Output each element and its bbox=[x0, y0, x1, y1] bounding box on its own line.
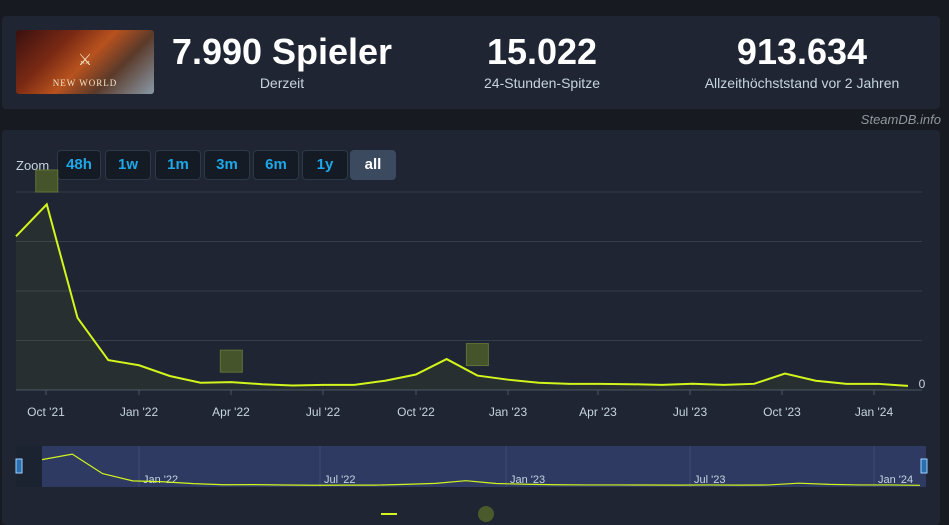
zoom-label: Zoom bbox=[16, 158, 50, 173]
navigator-right-handle[interactable] bbox=[920, 458, 928, 474]
game-logo-text: NEW WORLD bbox=[52, 78, 118, 88]
peak-24h-value: 15.022 bbox=[486, 31, 598, 72]
zoom-1y-button[interactable]: 1y bbox=[302, 150, 348, 180]
navigator-left-handle[interactable] bbox=[15, 458, 23, 474]
zoom-6m-button[interactable]: 6m bbox=[253, 150, 299, 180]
zoom-1w-button[interactable]: 1w bbox=[105, 150, 151, 180]
navigator: Jan '22 Jul '22 Jan '23 Jul '23 Jan '24 bbox=[15, 446, 928, 487]
peak-24h-label: 24-Stunden-Spitze bbox=[484, 75, 600, 91]
navigator-selection bbox=[42, 446, 875, 487]
y-tick-label: 0 bbox=[919, 377, 926, 391]
current-players-stat: 7.990 Spieler Derzeit bbox=[162, 31, 402, 92]
current-players-label: Derzeit bbox=[259, 75, 305, 91]
event-marker bbox=[35, 169, 59, 193]
navigator-tick-label: Jul '23 bbox=[694, 474, 725, 486]
navigator-tick-label: Jan '24 bbox=[878, 474, 913, 486]
navigator-selection-right bbox=[875, 446, 926, 487]
event-marker bbox=[465, 343, 489, 367]
navigator-tick-label: Jul '22 bbox=[324, 474, 355, 486]
all-time-peak-label: Allzeithöchststand vor 2 Jahren bbox=[704, 75, 900, 91]
x-tick-label: Apr '23 bbox=[579, 405, 617, 419]
x-tick-label: Oct '22 bbox=[397, 405, 435, 419]
event-marker bbox=[219, 349, 243, 373]
navigator-tick-label: Jan '23 bbox=[510, 474, 545, 486]
player-area bbox=[16, 204, 908, 390]
all-time-peak-value: 913.634 bbox=[736, 31, 868, 72]
all-time-peak-stat: 913.634 Allzeithöchststand vor 2 Jahren bbox=[682, 31, 922, 92]
x-tick-label: Jan '24 bbox=[855, 405, 894, 419]
navigator-line bbox=[41, 453, 921, 486]
navigator-tick-label: Jan '22 bbox=[143, 474, 178, 486]
x-tick-label: Jan '22 bbox=[120, 405, 159, 419]
player-line bbox=[15, 202, 909, 387]
stats-header: ⚔ NEW WORLD 7.990 Spieler Derzeit 15.022… bbox=[2, 16, 940, 109]
zoom-3m-button[interactable]: 3m bbox=[204, 150, 250, 180]
game-image[interactable]: ⚔ NEW WORLD bbox=[16, 30, 154, 94]
x-tick-label: Jul '22 bbox=[306, 405, 341, 419]
zoom-1m-button[interactable]: 1m bbox=[155, 150, 201, 180]
peak-24h-stat: 15.022 24-Stunden-Spitze bbox=[452, 31, 632, 92]
steamdb-watermark[interactable]: SteamDB.info bbox=[860, 112, 941, 127]
x-tick-label: Apr '22 bbox=[212, 405, 250, 419]
x-tick-label: Jul '23 bbox=[673, 405, 708, 419]
crossed-axes-icon: ⚔ bbox=[77, 52, 93, 69]
legend-event-icon[interactable] bbox=[478, 506, 494, 522]
zoom-all-button[interactable]: all bbox=[350, 150, 396, 180]
zoom-48h-button[interactable]: 48h bbox=[57, 150, 101, 180]
x-tick-label: Oct '21 bbox=[27, 405, 65, 419]
current-players-value: 7.990 Spieler bbox=[171, 31, 393, 72]
x-tick-label: Oct '23 bbox=[763, 405, 801, 419]
x-tick-label: Jan '23 bbox=[489, 405, 528, 419]
